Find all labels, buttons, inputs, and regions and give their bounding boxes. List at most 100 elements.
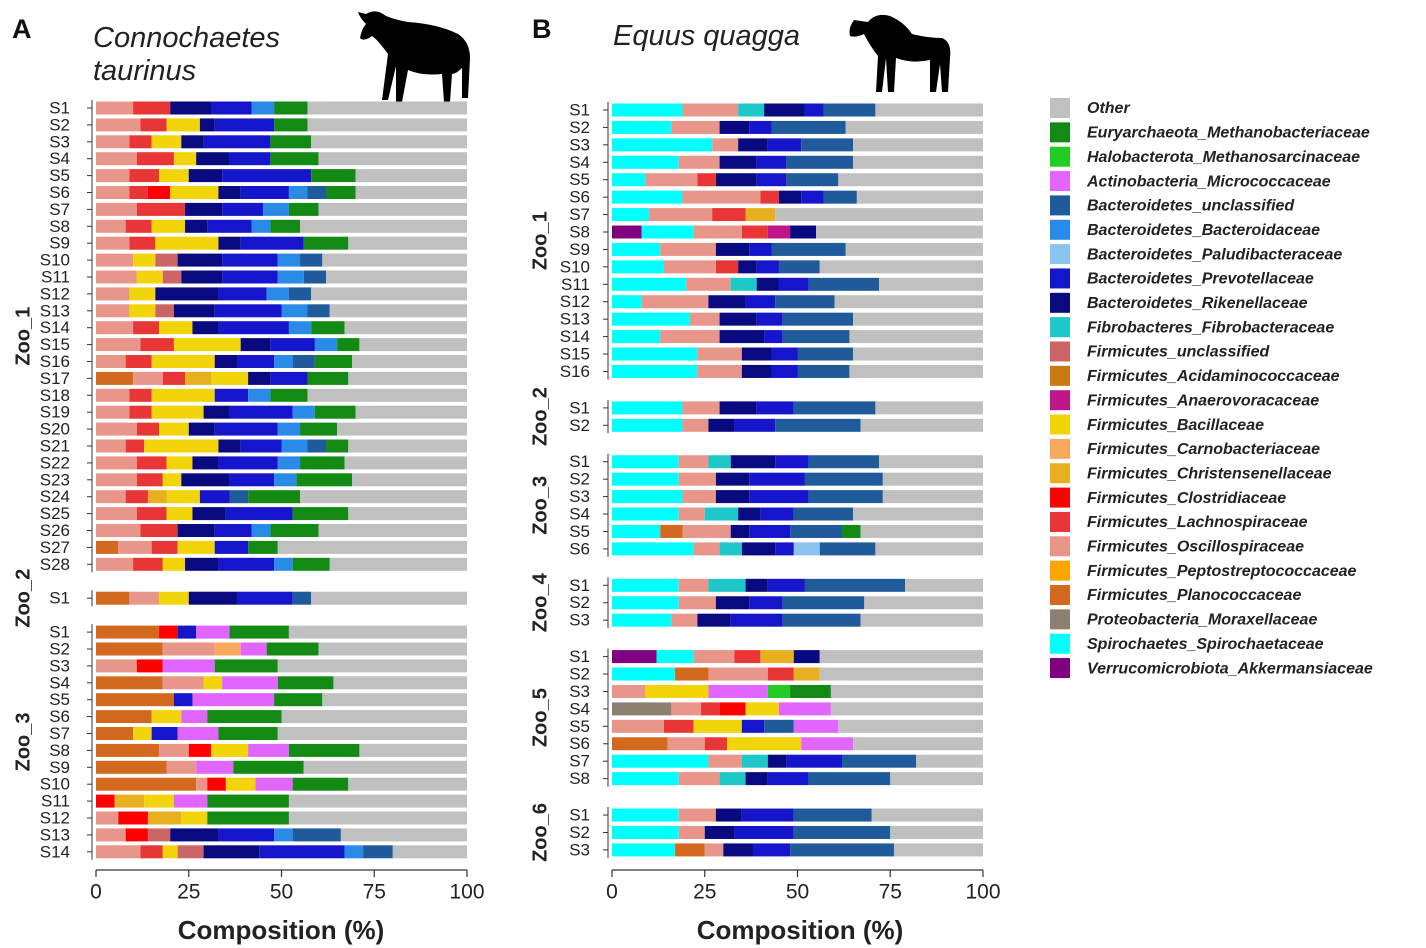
bar-segment — [612, 401, 682, 414]
group-label: Zoo_4 — [529, 572, 551, 632]
bar-segment — [307, 102, 467, 115]
bar-segment — [196, 761, 233, 774]
y-tick-label: S1 — [569, 398, 590, 417]
bar-segment — [267, 643, 319, 656]
legend-label: Fibrobacteres_Fibrobacteraceae — [1087, 319, 1334, 336]
bar-segment — [152, 406, 204, 419]
bar-segment — [163, 372, 185, 385]
bar-segment — [270, 220, 300, 233]
bar-segment — [174, 304, 215, 317]
bar-segment — [612, 772, 679, 785]
bar-segment — [204, 845, 260, 858]
bar-segment — [348, 372, 467, 385]
bar-segment — [170, 102, 211, 115]
bar-segment — [96, 812, 118, 825]
bar-segment — [916, 755, 983, 768]
bar-segment — [293, 507, 349, 520]
bar-segment — [152, 710, 182, 723]
bar-segment — [319, 203, 467, 216]
bar-segment — [772, 243, 846, 256]
bar-segment — [96, 423, 137, 436]
group-label: Zoo_2 — [529, 387, 551, 446]
bar-segment — [148, 186, 170, 199]
bar-segment — [207, 710, 281, 723]
bar-segment — [133, 558, 163, 571]
bar-segment — [330, 558, 467, 571]
bar-segment — [664, 720, 694, 733]
bar-segment — [218, 456, 277, 469]
bar-segment — [612, 579, 679, 592]
bar-segment — [148, 490, 167, 503]
bar-segment — [96, 287, 129, 300]
bar-segment — [760, 650, 793, 663]
bar-segment — [757, 401, 794, 414]
bar-segment — [282, 304, 308, 317]
bar-segment — [671, 614, 697, 627]
bar-segment — [727, 737, 801, 750]
bar-segment — [768, 772, 809, 785]
bar-segment — [333, 676, 467, 689]
bar-segment — [166, 118, 199, 131]
bar-segment — [694, 650, 735, 663]
bar-segment — [252, 524, 271, 537]
bar-segment — [345, 321, 467, 334]
bar-segment — [230, 473, 275, 486]
bar-segment — [185, 203, 222, 216]
bar-segment — [174, 152, 196, 165]
bar-segment — [319, 643, 467, 656]
bar-segment — [248, 389, 270, 402]
bar-segment — [783, 330, 850, 343]
bar-segment — [716, 596, 749, 609]
bar-segment — [612, 702, 671, 715]
bar-segment — [790, 525, 842, 538]
bar-segment — [137, 473, 163, 486]
bar-segment — [96, 507, 137, 520]
bar-segment — [189, 744, 211, 757]
bar-segment — [319, 152, 467, 165]
bar-segment — [133, 727, 152, 740]
bar-segment — [749, 490, 808, 503]
bar-segment — [315, 355, 352, 368]
bar-segment — [200, 490, 230, 503]
bar-segment — [300, 490, 467, 503]
group-label: Zoo_6 — [529, 803, 551, 862]
bar-segment — [734, 826, 793, 839]
bar-segment — [129, 304, 155, 317]
bar-segment — [801, 138, 853, 151]
bar-segment — [864, 596, 983, 609]
bar-segment — [694, 720, 742, 733]
bar-segment — [174, 693, 193, 706]
legend-swatch — [1050, 147, 1070, 167]
bar-segment — [178, 524, 215, 537]
bar-segment — [96, 845, 141, 858]
bar-segment — [192, 507, 225, 520]
y-tick-label: S3 — [569, 840, 590, 859]
bar-segment — [779, 260, 820, 273]
bar-segment — [185, 372, 211, 385]
bar-segment — [779, 278, 809, 291]
bar-segment — [300, 456, 345, 469]
y-tick-label: S5 — [569, 170, 590, 189]
bar-segment — [163, 473, 182, 486]
bar-segment — [679, 809, 716, 822]
bar-segment — [96, 102, 133, 115]
bar-segment — [772, 365, 798, 378]
bar-segment — [645, 173, 697, 186]
bar-segment — [211, 372, 248, 385]
x-tick-label: 100 — [449, 881, 484, 904]
page-body: {"chart_data": [ {"type": "bar", "panel"… — [0, 0, 1426, 948]
bar-segment — [875, 401, 983, 414]
bar-segment — [207, 812, 289, 825]
bar-segment — [218, 727, 277, 740]
bar-segment — [764, 104, 805, 117]
legend-label: Firmicutes_Oscillospiraceae — [1087, 539, 1304, 556]
y-tick-label: S2 — [569, 823, 590, 842]
bar-segment — [118, 812, 148, 825]
y-tick-label: S28 — [40, 555, 70, 574]
bar-segment — [204, 135, 271, 148]
legend-swatch — [1050, 536, 1070, 556]
bar-segment — [612, 138, 712, 151]
bar-segment — [137, 203, 185, 216]
bar-segment — [289, 321, 311, 334]
bar-segment — [645, 685, 708, 698]
